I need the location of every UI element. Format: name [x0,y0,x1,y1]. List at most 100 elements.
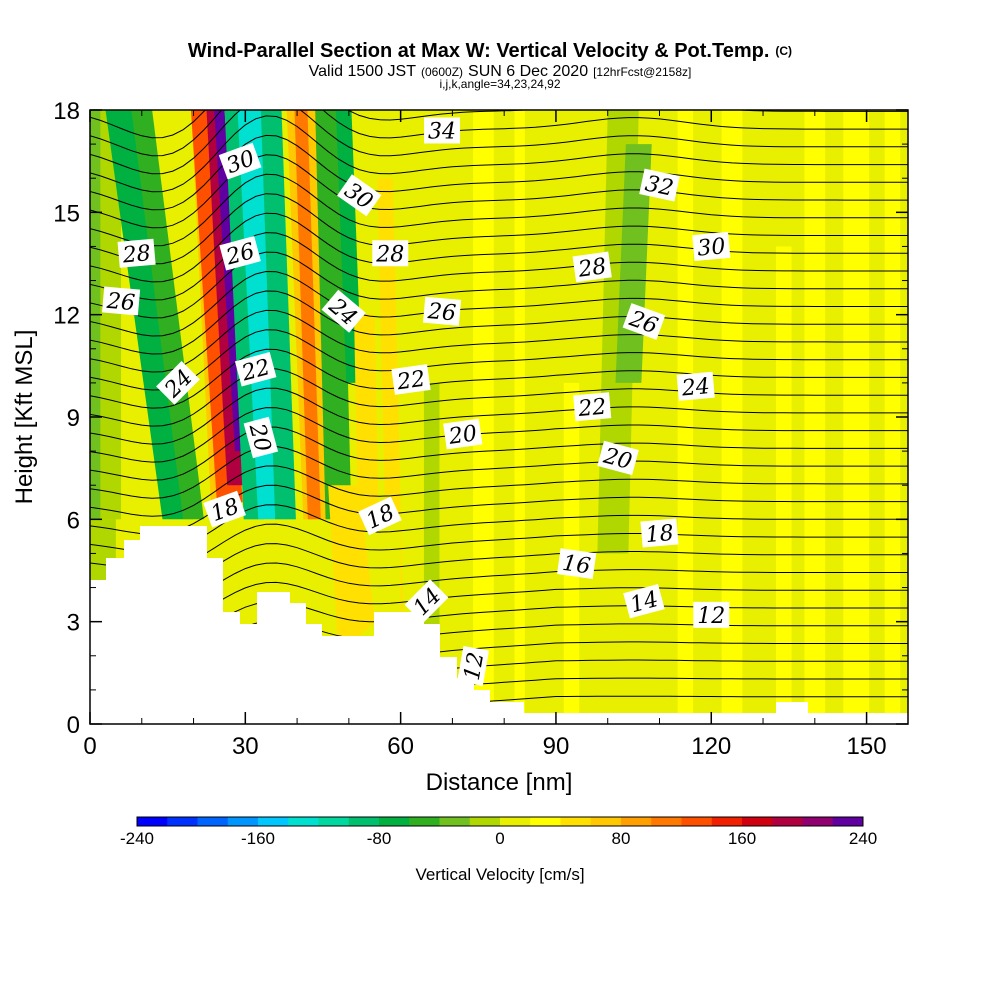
velocity-band-19 [473,110,494,724]
isentrope-32 [90,110,908,157]
isentrope-label-16: 24 [676,371,715,402]
isentrope-label-text: 18 [645,521,675,548]
isentrope-label-text: 34 [428,119,456,144]
x-tick-label-0: 0 [83,733,96,760]
colorbar-swatch-7 [348,817,380,826]
chart-indices: i,j,k,angle=34,23,24,92 [439,77,560,91]
isentrope-21 [90,290,908,355]
colorbar-swatch-6 [318,817,350,826]
y-tick-label-6: 18 [53,98,80,125]
colorbar-swatch-15 [590,817,622,826]
chart-title-suffix: (C) [775,44,792,58]
isentrope-label-text: 16 [561,551,592,580]
velocity-lowlevel-updraft [328,485,375,656]
isentrope-23 [90,251,908,319]
isentrope-17 [90,368,908,427]
x-tick-label-3: 90 [543,733,570,760]
isentrope-label-text: 22 [576,395,607,422]
isentrope-label-text: 22 [395,367,427,396]
colorbar-swatch-16 [621,817,652,826]
isentrope-25 [90,212,908,283]
isentrope-30 [90,115,908,193]
y-tick-label-5: 15 [53,200,80,227]
velocity-band-25 [721,110,743,724]
colorbar-tick-label-2: -80 [367,829,392,848]
isentrope-label-19: 20 [443,418,483,450]
isentrope-16 [90,387,908,445]
y-tick-label-3: 9 [67,405,80,432]
colorbar-swatch-12 [500,817,531,826]
colorbar-swatch-17 [651,817,682,826]
velocity-band-29 [884,110,901,724]
chart-title: Wind-Parallel Section at Max W: Vertical… [188,40,792,62]
isentrope-label-text: 24 [680,374,711,401]
y-tick-label-2: 6 [67,507,80,534]
x-tick-label-1: 30 [232,733,259,760]
isentrope-label-27: 12 [693,601,730,629]
colorbar-frame [136,816,864,827]
x-tick-label-5: 150 [847,733,887,760]
terrain-mask [90,526,908,724]
subtitle-forecast: [12hrFcst@2158z] [593,65,691,79]
isentrope-28 [90,154,908,229]
isentrope-label-text: 28 [375,242,404,267]
colorbar-swatch-18 [681,817,713,826]
y-tick-label-1: 3 [67,610,80,637]
isentrope-label-5: 26 [219,236,261,271]
colorbar-swatch-19 [711,817,743,826]
isentrope-20 [90,309,908,373]
isentrope-27 [90,173,908,247]
isentrope-13 [90,446,908,499]
isentrope-31 [90,110,908,175]
isentrope-label-text: 28 [576,254,608,283]
subtitle-zulu: (0600Z) [421,65,463,79]
isentrope-label-6: 28 [372,240,409,267]
colorbar-swatch-22 [802,817,834,826]
isentrope-label-9: 26 [101,286,141,316]
isentrope-label-0: 34 [424,117,461,144]
colorbar-swatch-11 [469,817,501,826]
colorbar-tick-label-0: -240 [120,829,154,848]
isentrope-7 [90,562,908,607]
isentrope-22 [90,270,908,337]
x-axis-title: Distance [nm] [426,769,573,796]
velocity-band-26 [775,246,792,724]
colorbar-title: Vertical Velocity [cm/s] [415,865,584,884]
colorbar-swatch-21 [772,817,803,826]
isentrope-19 [90,329,908,391]
colorbar-swatch-2 [197,817,229,826]
isentrope-label-text: 12 [697,604,725,629]
colorbar-swatch-23 [832,817,864,826]
isentrope-label-text: 26 [105,289,136,316]
isentrope-33 [90,110,908,139]
isentrope-label-text: 20 [446,421,478,450]
colorbar-tick-label-5: 160 [728,829,756,848]
isentrope-label-15: 22 [391,364,431,396]
isentrope-label-28: 12 [457,646,489,686]
velocity-band-20 [514,110,525,724]
isentrope-9 [90,523,908,571]
isentrope-18 [90,348,908,409]
isentrope-26 [90,193,908,265]
chart-title-main: Wind-Parallel Section at Max W: Vertical… [188,40,769,62]
colorbar-swatch-10 [439,817,471,826]
colorbar-tick-label-3: 0 [495,829,504,848]
y-tick-label-4: 12 [53,303,80,330]
y-tick-label-0: 0 [67,712,80,739]
velocity-band-10 [260,110,298,554]
isentrope-15 [90,407,908,463]
colorbar-swatch-3 [227,817,259,826]
isentrope-12 [90,465,908,517]
colorbar-swatch-8 [379,817,410,826]
y-axis-title: Height [Kft MSL] [11,330,38,505]
colorbar-swatch-0 [137,817,168,826]
isentrope-label-4: 28 [117,238,156,269]
isentrope-label-7: 28 [572,251,612,283]
velocity-band-12 [294,110,326,588]
isentrope-label-text: 30 [696,234,726,261]
colorbar-swatch-1 [167,817,198,826]
velocity-band-24 [677,110,694,724]
